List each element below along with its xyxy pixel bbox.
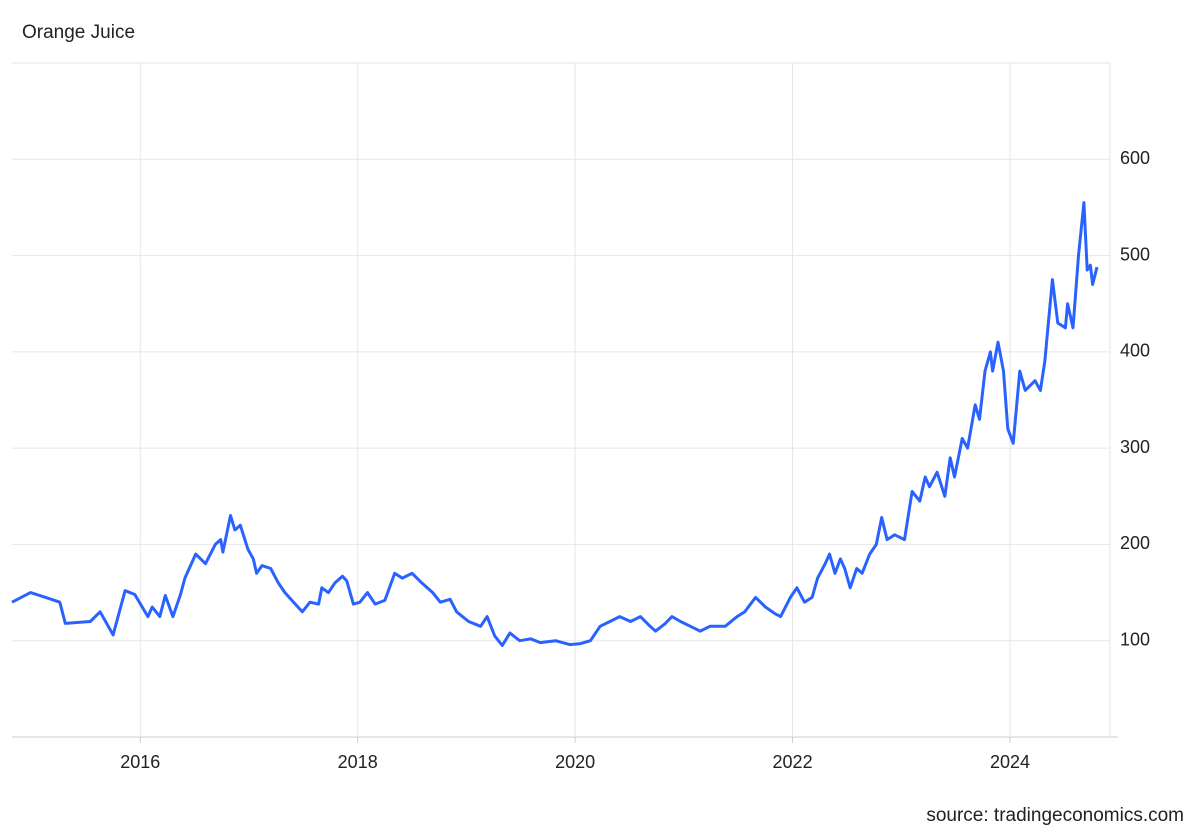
y-tick-label: 500 (1120, 244, 1150, 264)
source: source: tradingeconomics.com (926, 805, 1184, 826)
y-tick-label: 200 (1120, 533, 1150, 553)
x-tick-label: 2018 (338, 752, 378, 772)
x-tick-label: 2024 (990, 752, 1030, 772)
y-tick-label: 100 (1120, 629, 1150, 649)
y-tick-label: 300 (1120, 437, 1150, 457)
x-tick-label: 2016 (120, 752, 160, 772)
x-tick-label: 2020 (555, 752, 595, 772)
y-tick-label: 600 (1120, 148, 1150, 168)
data-line (11, 201, 1099, 647)
x-tick-label: 2022 (773, 752, 813, 772)
chart-title: Orange Juice (22, 22, 135, 43)
y-tick-label: 400 (1120, 341, 1150, 361)
